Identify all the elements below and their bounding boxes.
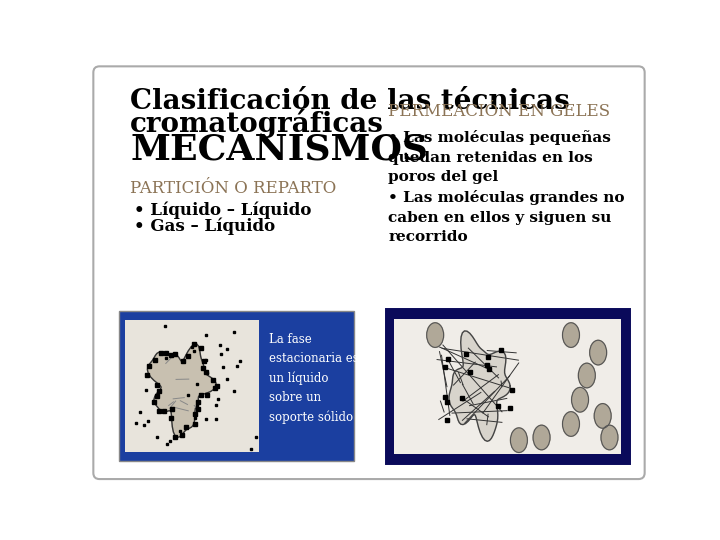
Ellipse shape xyxy=(578,363,595,388)
Text: PERMEACIÓN EN GELES: PERMEACIÓN EN GELES xyxy=(388,103,611,120)
Ellipse shape xyxy=(510,428,527,453)
Ellipse shape xyxy=(601,425,618,450)
Ellipse shape xyxy=(562,411,580,436)
Polygon shape xyxy=(449,331,510,441)
Ellipse shape xyxy=(533,425,550,450)
FancyBboxPatch shape xyxy=(94,66,644,479)
Ellipse shape xyxy=(427,323,444,347)
Text: cromatográficas: cromatográficas xyxy=(130,110,384,138)
Bar xyxy=(125,320,258,452)
Ellipse shape xyxy=(562,323,580,347)
Text: Clasificación de las técnicas: Clasificación de las técnicas xyxy=(130,88,570,115)
Text: PARTICIÓN O REPARTO: PARTICIÓN O REPARTO xyxy=(130,180,336,197)
Bar xyxy=(119,311,354,461)
Text: • Las moléculas pequeñas
quedan retenidas en los
poros del gel
• Las moléculas g: • Las moléculas pequeñas quedan retenida… xyxy=(388,130,625,244)
Ellipse shape xyxy=(572,387,588,412)
Text: MECANISMOS: MECANISMOS xyxy=(130,132,428,166)
Text: • Gas – Líquido: • Gas – Líquido xyxy=(134,217,275,235)
Bar xyxy=(395,319,621,454)
Text: La fase
estacionaria es
un líquido
sobre un
soporte sólido: La fase estacionaria es un líquido sobre… xyxy=(269,334,359,424)
Bar xyxy=(388,311,627,461)
Polygon shape xyxy=(148,344,216,437)
Ellipse shape xyxy=(590,340,607,365)
Ellipse shape xyxy=(594,403,611,428)
Text: • Líquido – Líquido: • Líquido – Líquido xyxy=(134,202,312,219)
